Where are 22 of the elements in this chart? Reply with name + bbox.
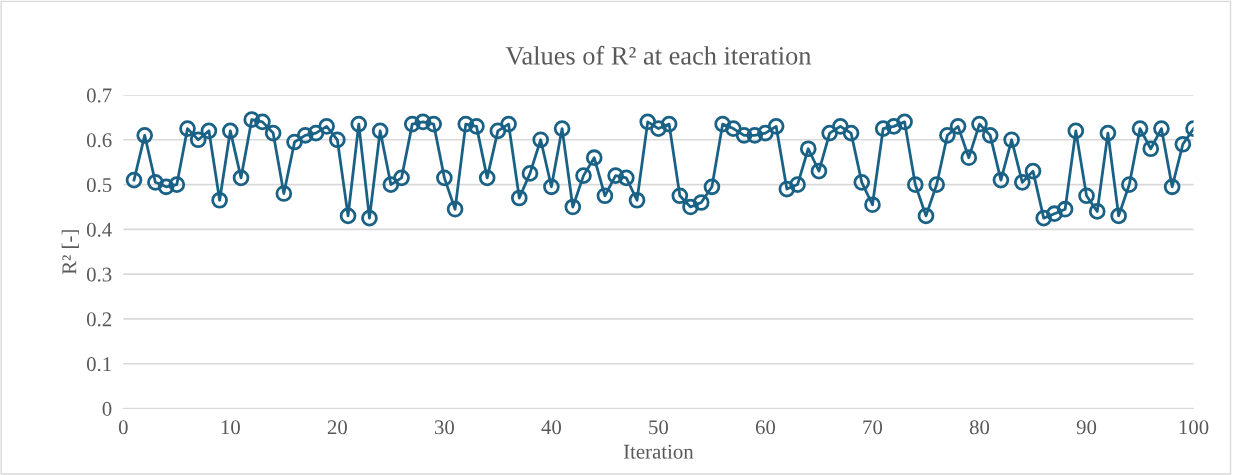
x-tick-label: 0 xyxy=(118,420,128,435)
x-tick-label: 50 xyxy=(649,420,669,435)
x-tick-label: 30 xyxy=(434,420,454,435)
x-tick-label: 90 xyxy=(1076,420,1097,435)
x-axis-title: Iteration xyxy=(623,444,694,459)
x-tick-label: 70 xyxy=(863,420,883,435)
x-tick-label: 60 xyxy=(755,420,776,435)
y-tick-label: 0.4 xyxy=(86,222,112,237)
y-tick-label: 0.7 xyxy=(86,88,112,103)
y-tick-label: 0 xyxy=(102,401,112,416)
x-tick-label: 10 xyxy=(221,420,240,435)
y-tick-label: 0.3 xyxy=(86,267,112,282)
x-tick-label: 20 xyxy=(327,420,347,435)
chart-title: Values of R² at each iteration xyxy=(505,45,812,65)
y-tick-label: 0.6 xyxy=(86,133,112,148)
y-tick-label: 0.5 xyxy=(86,177,112,193)
y-tick-label: 0.2 xyxy=(86,312,112,327)
y-tick-label: 0.1 xyxy=(86,357,111,372)
x-tick-label: 100 xyxy=(1179,420,1209,435)
y-axis-title: R² [-] xyxy=(61,230,79,275)
x-tick-label: 80 xyxy=(969,420,990,435)
x-tick-label: 40 xyxy=(541,420,562,435)
